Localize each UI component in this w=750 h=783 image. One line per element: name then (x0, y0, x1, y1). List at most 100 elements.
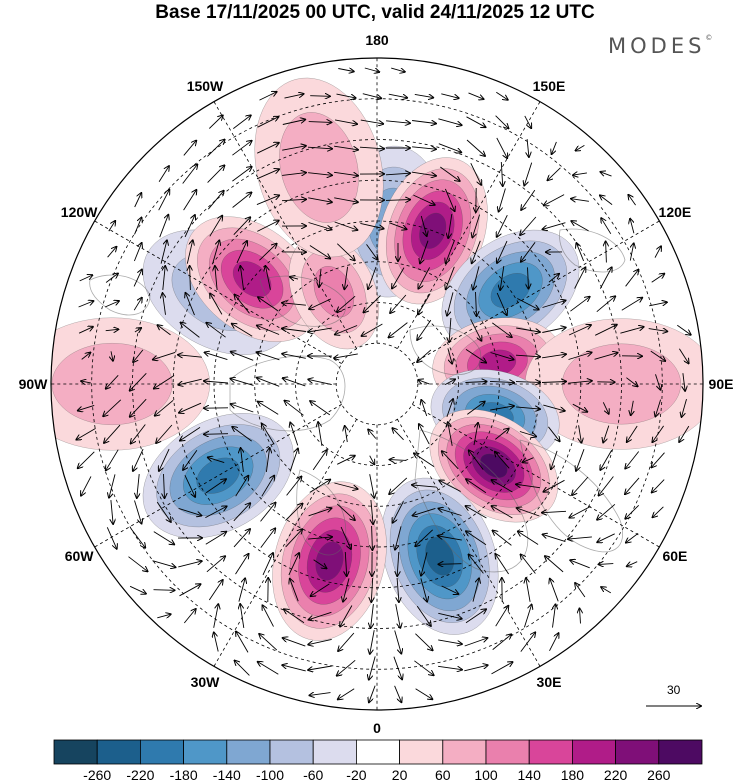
wind-arrow (362, 93, 381, 99)
wind-arrow (334, 221, 358, 230)
wind-arrow (106, 527, 116, 548)
wind-arrow (308, 379, 332, 386)
wind-arrow (679, 425, 690, 442)
wind-arrow (417, 349, 432, 362)
wind-arrow (580, 609, 581, 624)
anomaly-contour (196, 457, 240, 494)
wind-arrow (338, 69, 353, 72)
wind-arrow (260, 503, 276, 522)
wind-arrow (128, 556, 148, 572)
colorbar-swatch (269, 739, 314, 765)
wind-arrow (439, 509, 462, 516)
colorbar-tick-label: 260 (647, 767, 671, 783)
brand-mark: © (705, 34, 713, 42)
wind-arrow (155, 399, 174, 415)
longitude-label: 150E (533, 78, 566, 94)
wind-arrow (133, 243, 141, 262)
wind-arrow (516, 327, 540, 332)
wind-arrow (184, 215, 195, 238)
wind-arrow (345, 551, 346, 576)
colorbar-tick-label: -100 (256, 767, 284, 783)
wind-arrow (412, 121, 436, 124)
wind-arrow (648, 329, 668, 332)
wind-arrow (233, 217, 250, 236)
wind-arrow (568, 381, 592, 383)
wind-arrow (543, 404, 564, 411)
wind-arrow (262, 553, 273, 576)
anomaly-contour (313, 266, 355, 318)
wind-arrow (413, 507, 436, 515)
wind-arrow (446, 266, 455, 289)
wind-arrow (490, 352, 514, 360)
wind-arrow (421, 400, 428, 417)
wind-arrow (370, 455, 375, 465)
anomaly-center (288, 234, 380, 350)
wind-arrow (420, 215, 426, 236)
wind-arrow (599, 267, 611, 289)
wind-arrow (517, 298, 538, 310)
wind-arrow (310, 401, 331, 416)
wind-arrow (652, 452, 665, 468)
wind-arrow (520, 632, 535, 652)
wind-arrow (448, 422, 453, 446)
wind-arrow (283, 638, 306, 647)
wind-arrow (446, 240, 455, 263)
wind-arrow (393, 656, 402, 680)
colorbar-tick-label: -60 (303, 767, 323, 783)
wind-arrow (476, 291, 477, 316)
wind-arrow (628, 195, 636, 206)
vector-reference: 30 (646, 683, 701, 706)
wind-arrow (421, 552, 428, 575)
wind-vectors (76, 67, 690, 702)
wind-arrow (206, 323, 226, 338)
colorbar-swatch (528, 739, 573, 765)
wind-arrow (338, 688, 355, 700)
wind-arrow (307, 147, 332, 149)
wind-arrow (204, 434, 229, 435)
wind-arrow (521, 242, 536, 261)
wind-arrow (153, 351, 176, 359)
wind-arrow (473, 423, 478, 446)
wind-arrow (597, 533, 615, 542)
anomaly-field (51, 58, 703, 710)
wind-arrow (261, 476, 274, 497)
wind-arrow (258, 662, 279, 675)
colorbar-tick-label: 60 (435, 767, 451, 783)
wind-arrow (516, 407, 540, 409)
wind-arrow (391, 68, 405, 72)
wind-arrow (496, 137, 507, 158)
colorbar-tick-label: 140 (518, 767, 542, 783)
wind-arrow (515, 382, 540, 383)
wind-arrow (397, 577, 399, 602)
wind-arrow (257, 352, 280, 361)
wind-arrow (154, 375, 175, 389)
colorbar-tick-label: 180 (561, 767, 585, 783)
longitude-label: 180 (365, 32, 389, 48)
wind-arrow (497, 215, 508, 237)
wind-arrow (208, 116, 222, 129)
wind-arrow (654, 246, 661, 258)
wind-arrow (131, 424, 146, 444)
wind-arrow (571, 199, 589, 202)
wind-arrow (496, 91, 507, 100)
wind-arrow (232, 324, 253, 337)
wind-arrow (133, 270, 142, 287)
wind-arrow (569, 506, 591, 517)
wind-arrow (236, 241, 247, 264)
colorbar-swatch (53, 739, 98, 765)
wind-arrow (178, 378, 202, 385)
wind-arrow (308, 222, 332, 230)
wind-arrow (78, 451, 95, 468)
wind-arrow (466, 116, 486, 127)
wind-arrow (240, 604, 245, 628)
wind-arrow (491, 662, 513, 675)
wind-arrow (207, 191, 223, 210)
wind-arrow (651, 274, 665, 283)
wind-arrow (258, 297, 279, 312)
wind-arrow (81, 353, 91, 360)
wind-arrow (111, 351, 113, 360)
wind-arrow (104, 424, 121, 443)
wind-arrow (231, 352, 254, 361)
wind-arrow (186, 293, 195, 316)
wind-arrow (495, 606, 509, 627)
